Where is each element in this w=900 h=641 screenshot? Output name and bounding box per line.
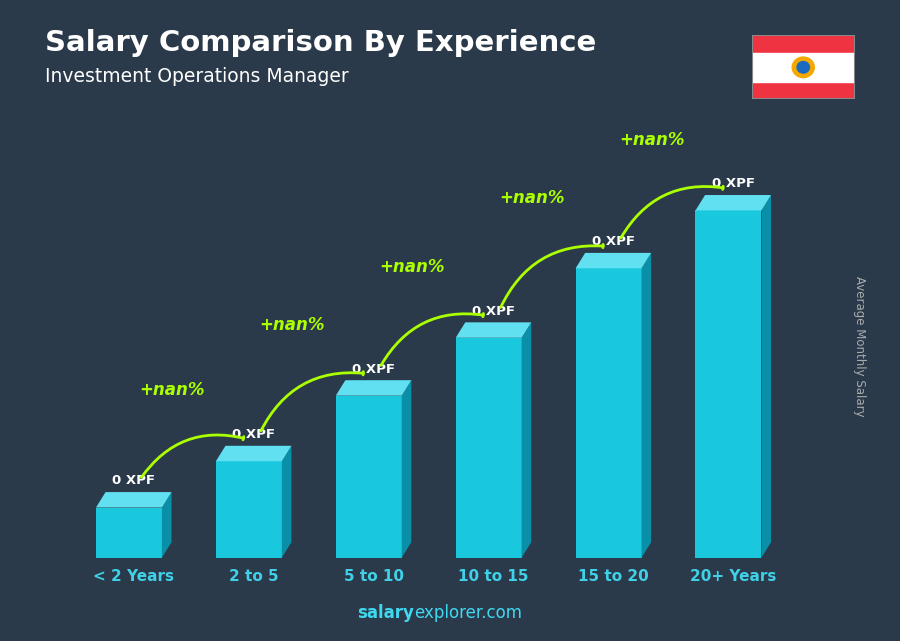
Circle shape bbox=[792, 57, 814, 78]
Bar bbox=[752, 53, 855, 81]
Polygon shape bbox=[455, 322, 531, 338]
Text: +nan%: +nan% bbox=[379, 258, 445, 276]
Text: 0 XPF: 0 XPF bbox=[712, 178, 755, 190]
Polygon shape bbox=[162, 492, 172, 558]
Polygon shape bbox=[401, 380, 411, 558]
Circle shape bbox=[797, 62, 809, 73]
Bar bbox=[336, 395, 401, 558]
Bar bbox=[576, 269, 642, 558]
Text: +nan%: +nan% bbox=[619, 131, 685, 149]
Polygon shape bbox=[642, 253, 651, 558]
Text: +nan%: +nan% bbox=[140, 381, 205, 399]
Bar bbox=[455, 338, 522, 558]
Polygon shape bbox=[96, 492, 172, 508]
Text: salary: salary bbox=[357, 604, 414, 622]
Text: 0 XPF: 0 XPF bbox=[112, 474, 155, 487]
Polygon shape bbox=[216, 445, 292, 462]
Text: Average Monthly Salary: Average Monthly Salary bbox=[853, 276, 866, 417]
Text: 0 XPF: 0 XPF bbox=[592, 235, 634, 248]
Text: +nan%: +nan% bbox=[500, 188, 564, 206]
Text: 0 XPF: 0 XPF bbox=[232, 428, 275, 441]
Polygon shape bbox=[696, 195, 771, 210]
Bar bbox=[696, 210, 761, 558]
Bar bbox=[96, 508, 162, 558]
Text: 0 XPF: 0 XPF bbox=[352, 363, 395, 376]
Polygon shape bbox=[761, 195, 771, 558]
Text: Salary Comparison By Experience: Salary Comparison By Experience bbox=[45, 29, 596, 57]
Bar bbox=[216, 462, 282, 558]
Polygon shape bbox=[336, 380, 411, 395]
Text: Investment Operations Manager: Investment Operations Manager bbox=[45, 67, 349, 87]
Polygon shape bbox=[522, 322, 531, 558]
Text: explorer.com: explorer.com bbox=[414, 604, 522, 622]
Text: +nan%: +nan% bbox=[259, 316, 325, 334]
Polygon shape bbox=[576, 253, 651, 269]
Polygon shape bbox=[282, 445, 292, 558]
Text: 0 XPF: 0 XPF bbox=[472, 304, 515, 318]
